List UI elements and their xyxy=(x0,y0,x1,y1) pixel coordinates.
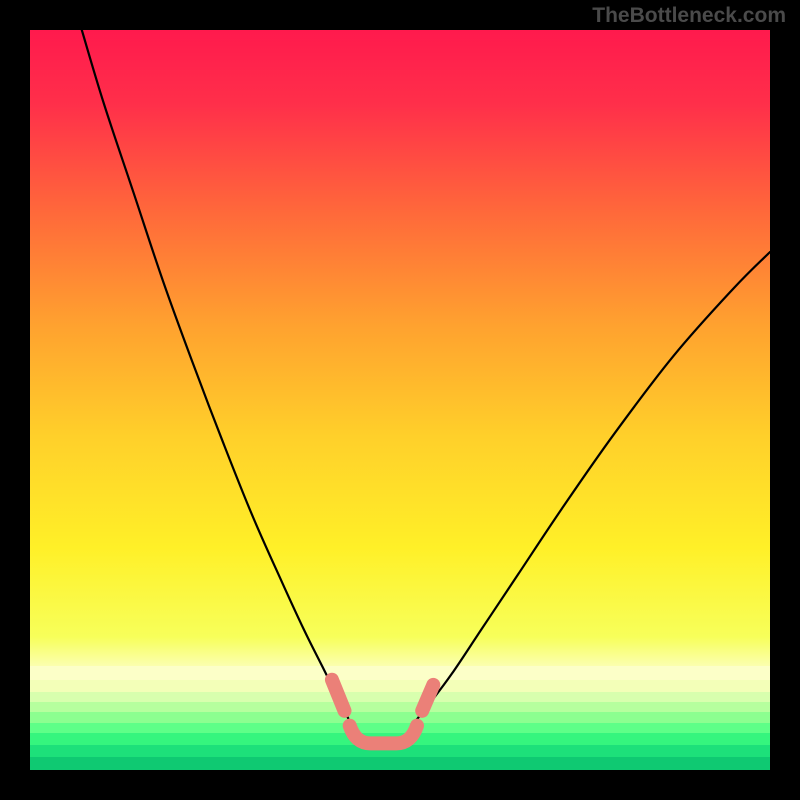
stage: TheBottleneck.com xyxy=(0,0,800,800)
frame-left xyxy=(0,0,30,800)
bottom-squiggle xyxy=(332,680,433,744)
curve-right-arm xyxy=(415,252,770,722)
chart-svg xyxy=(30,30,770,770)
frame-bottom xyxy=(0,770,800,800)
frame-right xyxy=(770,0,800,800)
plot-area xyxy=(30,30,770,770)
curve-left-arm xyxy=(82,30,348,718)
watermark-text: TheBottleneck.com xyxy=(592,4,786,28)
